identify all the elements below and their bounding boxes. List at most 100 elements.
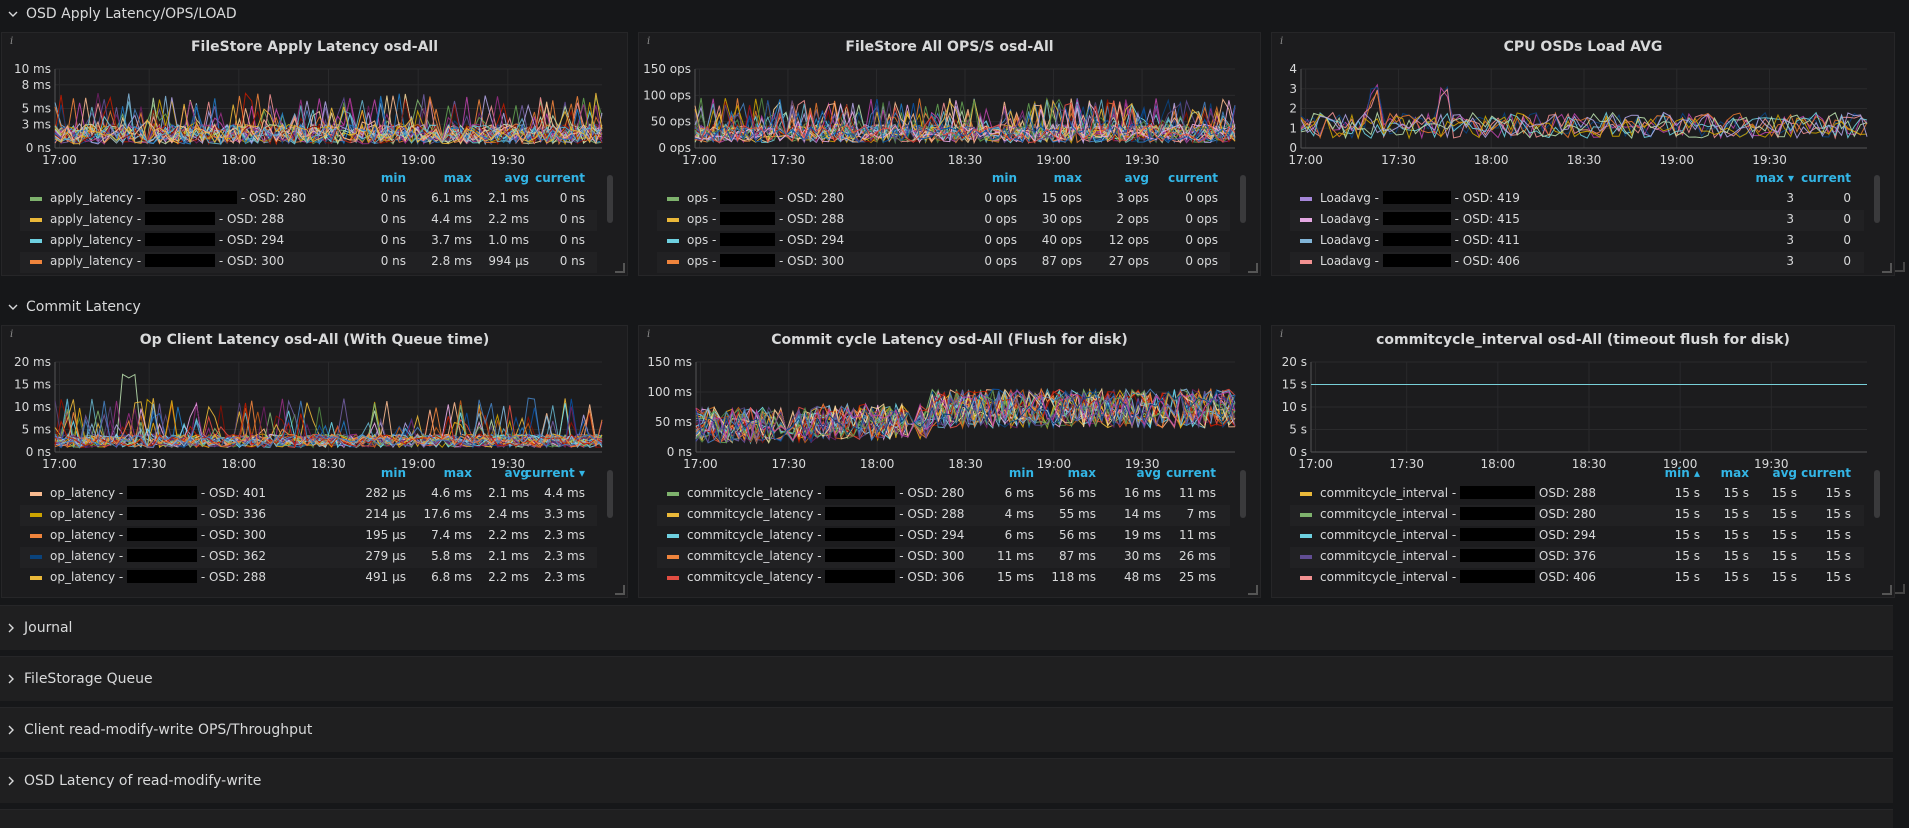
- legend-swatch[interactable]: [1300, 492, 1312, 496]
- legend-item[interactable]: Loadavg - - OSD: 415 3 0: [1272, 210, 1894, 231]
- legend-swatch[interactable]: [667, 218, 679, 222]
- legend-series-name[interactable]: apply_latency - - OSD: 294: [50, 233, 284, 247]
- legend-item[interactable]: commitcycle_interval - OSD: 280 15 s 15 s 1…: [1272, 505, 1894, 526]
- legend-header-min[interactable]: min ▴: [1664, 466, 1700, 480]
- legend-item[interactable]: apply_latency - - OSD: 300 0 ns 2.8 ms 994 …: [2, 252, 627, 273]
- legend-series-name[interactable]: Loadavg - - OSD: 415: [1320, 212, 1520, 226]
- legend-item[interactable]: Loadavg - - OSD: 411 3 0: [1272, 231, 1894, 252]
- legend-header-current[interactable]: current: [1801, 466, 1851, 480]
- legend-header-avg[interactable]: avg: [504, 171, 529, 185]
- legend-series-name[interactable]: ops - - OSD: 280: [687, 191, 844, 205]
- row-client-rmw-ops[interactable]: Client read-modify-write OPS/Throughput: [0, 707, 1893, 752]
- legend-item[interactable]: ops - - OSD: 300 0 ops 87 ops 27 ops 0 ops: [639, 252, 1260, 273]
- legend-scrollbar[interactable]: [607, 175, 613, 223]
- legend-item[interactable]: op_latency - - OSD: 300 195 µs 7.4 ms 2.2 m…: [2, 526, 627, 547]
- panel-title[interactable]: Op Client Latency osd-All (With Queue ti…: [139, 332, 490, 348]
- legend-item[interactable]: apply_latency - - OSD: 294 0 ns 3.7 ms 1.0 …: [2, 231, 627, 252]
- legend-series-name[interactable]: apply_latency - - OSD: 300: [50, 254, 284, 268]
- legend-swatch[interactable]: [30, 534, 42, 538]
- legend-series-name[interactable]: apply_latency - - OSD: 280: [50, 191, 306, 205]
- legend-swatch[interactable]: [30, 555, 42, 559]
- legend-item[interactable]: op_latency - - OSD: 336 214 µs 17.6 ms 2.4 …: [2, 505, 627, 526]
- legend-item[interactable]: commitcycle_latency - - OSD: 306 15 ms 118…: [639, 568, 1260, 589]
- legend-swatch[interactable]: [667, 576, 679, 580]
- info-icon[interactable]: i: [1280, 329, 1284, 340]
- legend-item[interactable]: commitcycle_interval - OSD: 406 15 s 15 s 1…: [1272, 568, 1894, 589]
- legend-item[interactable]: op_latency - - OSD: 362 279 µs 5.8 ms 2.1 m…: [2, 547, 627, 568]
- panel-op-client-latency[interactable]: i Op Client Latency osd-All (With Queue t…: [1, 325, 628, 598]
- legend-item[interactable]: commitcycle_interval - OSD: 376 15 s 15 s 1…: [1272, 547, 1894, 568]
- legend-series-name[interactable]: commitcycle_interval - OSD: 406: [1320, 570, 1596, 584]
- legend-header-max[interactable]: max: [1067, 466, 1096, 480]
- legend-item[interactable]: commitcycle_latency - - OSD: 288 4 ms 55 m…: [639, 505, 1260, 526]
- legend-series-name[interactable]: Loadavg - - OSD: 406: [1320, 254, 1520, 268]
- legend-scrollbar[interactable]: [1240, 175, 1246, 223]
- legend-item[interactable]: commitcycle_interval - OSD: 288 15 s 15 s 1…: [1272, 484, 1894, 505]
- graph-area[interactable]: 20 s 15 s 10 s 5 s 0 s17:00 17:30 18:00 18:30 19…: [1272, 350, 1894, 492]
- row-osd-latency-rmw[interactable]: OSD Latency of read-modify-write: [0, 758, 1893, 803]
- legend-series-name[interactable]: op_latency - - OSD: 362: [50, 549, 266, 563]
- legend-swatch[interactable]: [30, 218, 42, 222]
- legend-series-name[interactable]: Loadavg - - OSD: 411: [1320, 233, 1520, 247]
- legend-header-max[interactable]: max ▾: [1755, 171, 1794, 185]
- legend-series-name[interactable]: commitcycle_interval - OSD: 288: [1320, 486, 1596, 500]
- legend-header-avg[interactable]: avg: [504, 466, 529, 480]
- legend-item[interactable]: ops - - OSD: 294 0 ops 40 ops 12 ops 0 ops: [639, 231, 1260, 252]
- legend-header-current[interactable]: current: [1166, 466, 1216, 480]
- panel-title[interactable]: CPU OSDs Load AVG: [1503, 39, 1663, 55]
- resize-handle[interactable]: [1895, 584, 1905, 594]
- legend-header-min[interactable]: min: [380, 466, 406, 480]
- legend-series-name[interactable]: commitcycle_latency - - OSD: 300: [687, 549, 964, 563]
- panel-title[interactable]: commitcycle_interval osd-All (timeout fl…: [1376, 332, 1790, 348]
- legend-swatch[interactable]: [1300, 576, 1312, 580]
- panel-filestore-all-ops[interactable]: i FileStore All OPS/S osd-All 150 ops 100 o…: [638, 32, 1261, 276]
- panel-resize-handle[interactable]: [1248, 585, 1258, 595]
- legend-swatch[interactable]: [667, 239, 679, 243]
- panel-commitcycle-interval[interactable]: i commitcycle_interval osd-All (timeout f…: [1271, 325, 1895, 598]
- legend-swatch[interactable]: [1300, 513, 1312, 517]
- legend-header-avg[interactable]: avg: [1772, 466, 1797, 480]
- legend-swatch[interactable]: [30, 576, 42, 580]
- panel-resize-handle[interactable]: [1248, 263, 1258, 273]
- panel-title[interactable]: FileStore All OPS/S osd-All: [845, 39, 1054, 55]
- legend-scrollbar[interactable]: [1240, 470, 1246, 518]
- legend-header-max[interactable]: max: [443, 466, 472, 480]
- panel-commit-cycle-latency[interactable]: i Commit cycle Latency osd-All (Flush for…: [638, 325, 1261, 598]
- legend-scrollbar[interactable]: [1874, 175, 1880, 223]
- legend-series-name[interactable]: commitcycle_latency - - OSD: 306: [687, 570, 964, 584]
- legend-item[interactable]: commitcycle_latency - - OSD: 300 11 ms 87 …: [639, 547, 1260, 568]
- legend-header-min[interactable]: min: [380, 171, 406, 185]
- legend-series-name[interactable]: commitcycle_interval - OSD: 376: [1320, 549, 1596, 563]
- legend-swatch[interactable]: [667, 260, 679, 264]
- legend-swatch[interactable]: [667, 492, 679, 496]
- row-header-commit-latency[interactable]: Commit Latency: [0, 294, 1909, 320]
- legend-swatch[interactable]: [30, 513, 42, 517]
- legend-header-avg[interactable]: avg: [1124, 171, 1149, 185]
- legend-series-name[interactable]: op_latency - - OSD: 336: [50, 507, 266, 521]
- legend-item[interactable]: Loadavg - - OSD: 419 3 0: [1272, 189, 1894, 210]
- legend-series-name[interactable]: commitcycle_latency - - OSD: 294: [687, 528, 964, 542]
- panel-resize-handle[interactable]: [615, 263, 625, 273]
- info-icon[interactable]: i: [647, 36, 651, 47]
- legend-swatch[interactable]: [30, 197, 42, 201]
- info-icon[interactable]: i: [1280, 36, 1284, 47]
- panel-resize-handle[interactable]: [1882, 263, 1892, 273]
- legend-series-name[interactable]: ops - - OSD: 300: [687, 254, 844, 268]
- legend-header-max[interactable]: max: [1053, 171, 1082, 185]
- legend-swatch[interactable]: [30, 239, 42, 243]
- legend-series-name[interactable]: commitcycle_latency - - OSD: 288: [687, 507, 964, 521]
- legend-series-name[interactable]: commitcycle_latency - - OSD: 280: [687, 486, 964, 500]
- info-icon[interactable]: i: [647, 329, 651, 340]
- legend-item[interactable]: commitcycle_latency - - OSD: 280 6 ms 56 m…: [639, 484, 1260, 505]
- legend-swatch[interactable]: [667, 534, 679, 538]
- row-journal[interactable]: Journal: [0, 605, 1893, 650]
- legend-scrollbar[interactable]: [607, 470, 613, 518]
- row-filestorage-queue[interactable]: FileStorage Queue: [0, 656, 1893, 701]
- legend-swatch[interactable]: [1300, 534, 1312, 538]
- legend-series-name[interactable]: ops - - OSD: 288: [687, 212, 844, 226]
- legend-series-name[interactable]: op_latency - - OSD: 288: [50, 570, 266, 584]
- legend-swatch[interactable]: [1300, 218, 1312, 222]
